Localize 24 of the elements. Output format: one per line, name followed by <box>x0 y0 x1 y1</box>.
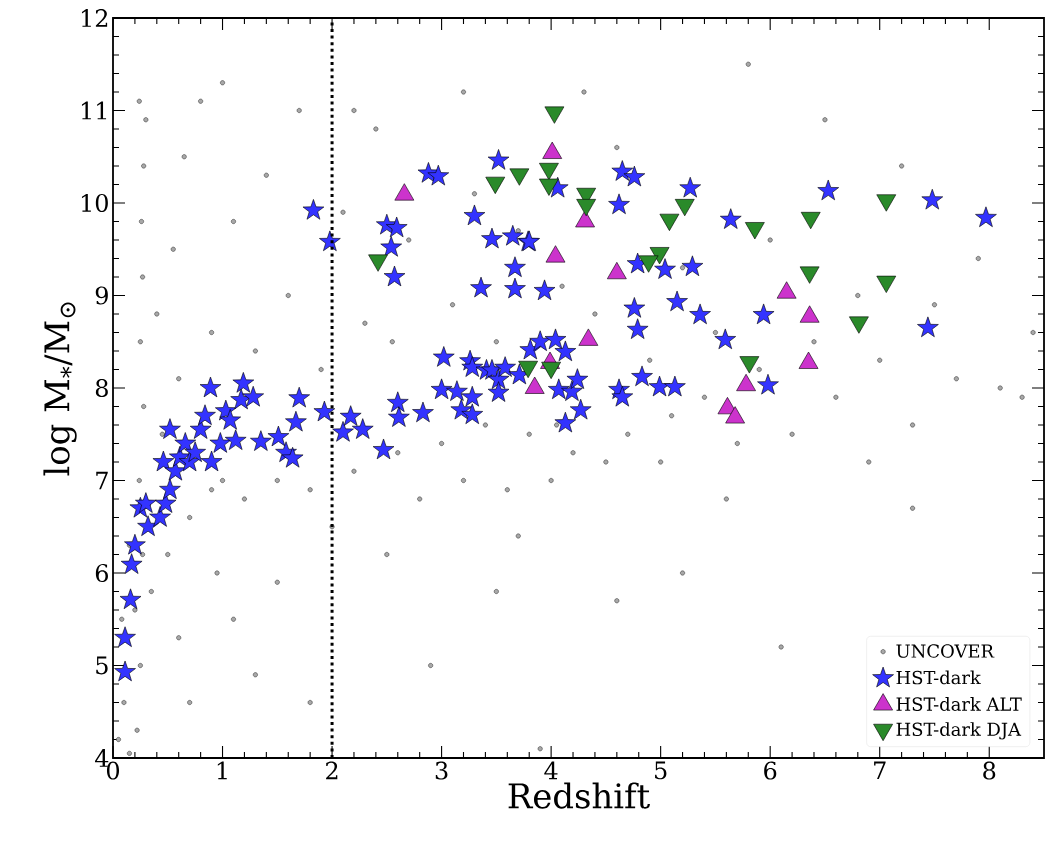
y-tick-label: 8 <box>95 378 108 398</box>
x-tick-label: 6 <box>764 761 777 780</box>
x-tick-label: 8 <box>983 761 996 780</box>
y-tick-label: 7 <box>96 471 108 490</box>
x-tick-label: 2 <box>326 761 338 780</box>
y-tick-label: 11 <box>81 101 107 120</box>
legend-label: HST-dark <box>896 670 981 685</box>
x-tick-label: 0 <box>106 761 120 780</box>
y-axis-title: log M$_{*}$/M$_{⊙}$ <box>43 302 77 476</box>
y-tick-label: 9 <box>95 286 108 305</box>
y-tick-label: 5 <box>96 656 108 675</box>
legend-label: UNCOVER <box>896 644 995 658</box>
legend-label: HST-dark DJA <box>896 722 1022 740</box>
y-tick-label: 10 <box>81 193 108 213</box>
y-tick-label: 4 <box>95 749 109 767</box>
x-tick-label: 1 <box>217 761 227 780</box>
x-tick-label: 5 <box>655 761 667 780</box>
x-tick-label: 4 <box>544 761 558 780</box>
x-tick-label: 7 <box>874 761 886 779</box>
y-tick-label: 6 <box>95 563 108 583</box>
x-tick-label: 3 <box>435 761 448 780</box>
y-tick-label: 12 <box>81 9 108 27</box>
legend-label: HST-dark ALT <box>896 697 1022 711</box>
x-axis-title: Redshift <box>508 782 650 809</box>
